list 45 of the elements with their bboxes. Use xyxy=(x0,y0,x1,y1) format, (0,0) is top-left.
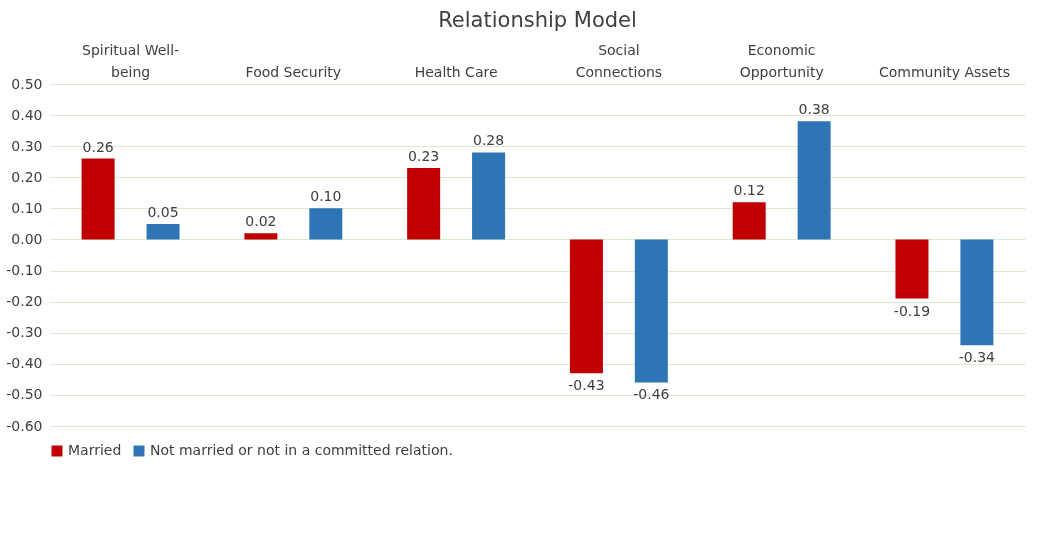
data-label: 0.05 xyxy=(147,203,179,220)
data-label: 0.02 xyxy=(245,213,277,230)
y-tick-label: 0.30 xyxy=(11,137,43,154)
x-tick-label: Economic Opportunity xyxy=(739,41,824,80)
x-tick-label: Spiritual Well-being xyxy=(82,41,180,80)
bar xyxy=(732,202,766,240)
bar xyxy=(146,223,180,240)
data-label: 0.28 xyxy=(473,132,505,149)
bar xyxy=(472,152,506,240)
y-tick-label: 0.00 xyxy=(11,230,43,247)
data-label: 0.38 xyxy=(798,101,830,118)
y-tick-label: -0.20 xyxy=(6,293,43,310)
bar xyxy=(407,167,441,240)
y-tick-label: 0.10 xyxy=(11,199,43,216)
data-label: 0.12 xyxy=(733,182,765,199)
bar xyxy=(895,239,929,299)
chart-title: Relationship Model xyxy=(438,8,637,32)
data-label: 0.10 xyxy=(310,188,342,205)
y-tick-label: 0.50 xyxy=(11,75,43,92)
bar xyxy=(244,233,278,240)
data-label: -0.46 xyxy=(633,386,670,403)
bar xyxy=(797,121,831,240)
data-label: 0.23 xyxy=(408,147,440,164)
bar xyxy=(309,208,343,240)
y-tick-label: -0.60 xyxy=(6,417,43,434)
x-tick-label: Food Security xyxy=(245,63,342,80)
legend-label: Not married or not in a committed relation. xyxy=(150,442,453,458)
data-label: 0.26 xyxy=(82,138,114,155)
legend-label: Married xyxy=(68,442,122,458)
y-tick-label: -0.30 xyxy=(6,324,43,341)
y-tick-label: -0.10 xyxy=(6,262,43,279)
data-label: -0.19 xyxy=(893,302,931,319)
data-label: -0.43 xyxy=(568,377,605,394)
bar xyxy=(569,239,603,374)
bar xyxy=(960,239,994,346)
y-tick-label: 0.20 xyxy=(11,168,43,185)
y-tick-label: 0.40 xyxy=(11,106,43,123)
y-tick-label: -0.50 xyxy=(6,386,43,403)
data-label: -0.34 xyxy=(958,349,996,366)
y-tick-label: -0.40 xyxy=(6,355,43,372)
bar xyxy=(81,158,115,240)
bar xyxy=(634,239,668,383)
x-tick-label: Social Connections xyxy=(575,41,663,80)
x-tick-label: Community Assets xyxy=(878,63,1010,80)
x-tick-label: Health Care xyxy=(414,63,498,80)
